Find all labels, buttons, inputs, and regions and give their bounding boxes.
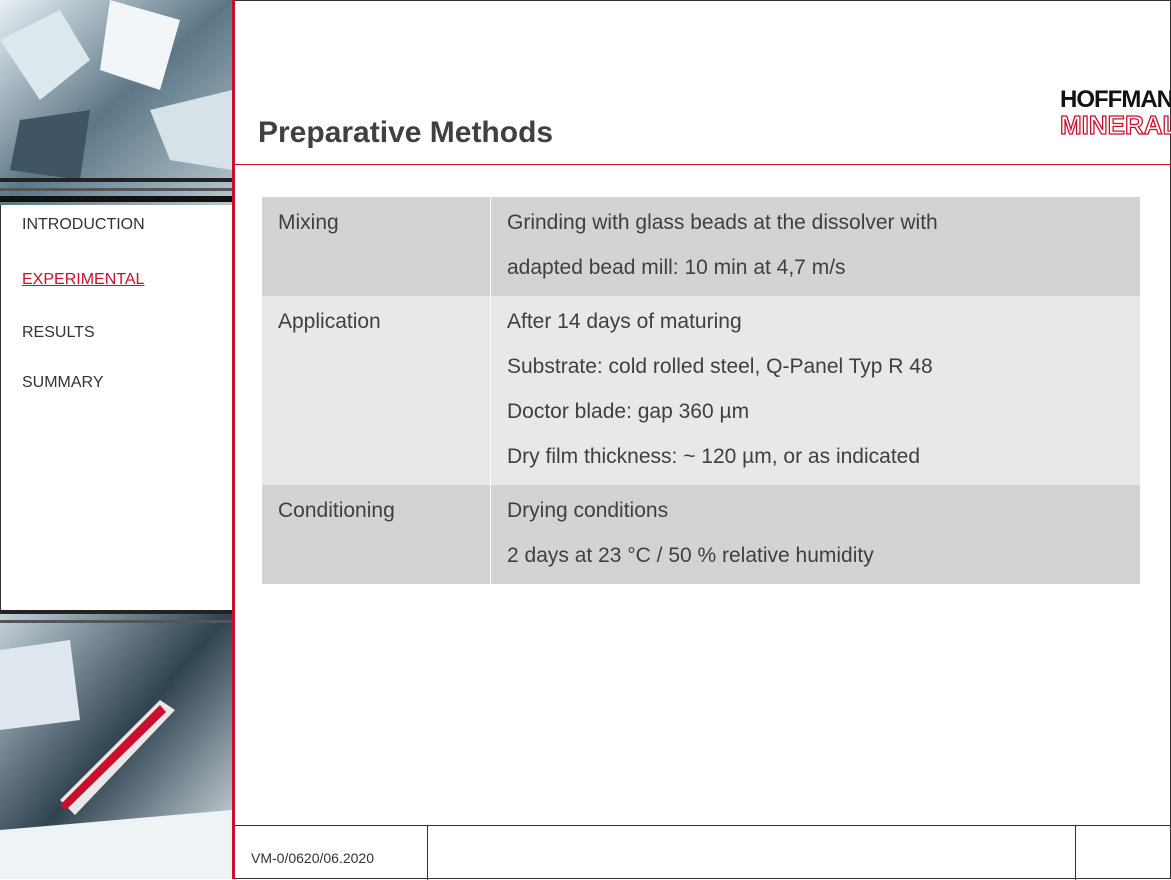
cell-line: Substrate: cold rolled steel, Q-Panel Ty… [507,355,933,378]
cell-line: adapted bead mill: 10 min at 4,7 m/s [507,256,846,279]
cell-line: Dry film thickness: ~ 120 µm, or as indi… [507,445,921,468]
nav-item[interactable]: RESULTS [22,324,95,341]
row-label: Mixing [262,197,491,296]
divider [427,826,428,880]
row-content: Grinding with glass beads at the dissolv… [490,197,1140,296]
row-label: Conditioning [262,485,491,584]
table-row: Mixing Grinding with glass beads at the d… [262,197,1140,296]
red-rule [232,0,235,879]
cell-line: Grinding with glass beads at the dissolv… [507,211,938,234]
divider [1075,826,1076,880]
cell-line: After 14 days of maturing [507,310,742,333]
table-row: Conditioning Drying conditions 2 days at 2… [262,485,1140,584]
nav-item[interactable]: SUMMARY [22,374,104,391]
cell-line: Doctor blade: gap 360 µm [507,400,750,423]
table-row: Application After 14 days of maturing Subs… [262,296,1140,485]
title: Preparative Methods [258,116,554,149]
cell-line: 2 days at 23 °C / 50 % relative humidity [507,544,874,567]
table: Mixing Grinding with glass beads at the d… [262,197,1140,584]
top-image [0,0,232,205]
footer-code: VM-0/0620/06.2020 [251,850,374,866]
logo-line: MINERAL [1059,110,1171,140]
nav-item[interactable]: EXPERIMENTAL [22,271,145,288]
row-content: After 14 days of maturing Substrate: cold… [490,296,1140,485]
row-content: Drying conditions 2 days at 23 °C / 50 % … [490,485,1140,584]
cell-line: Drying conditions [507,499,669,522]
cell-text: Conditioning [278,499,395,522]
nav-item[interactable]: INTRODUCTION [22,216,145,233]
cell-text: Application [278,310,381,333]
bottom-image [0,610,232,879]
cell-text: Mixing [278,211,339,234]
logo: HOFFMANN MINERAL [1059,86,1171,140]
logo-line: HOFFMANN [1060,86,1171,113]
footer: VM-0/0620/06.2020 [235,825,1171,880]
row-label: Application [262,296,491,485]
header-rule [235,164,1171,165]
